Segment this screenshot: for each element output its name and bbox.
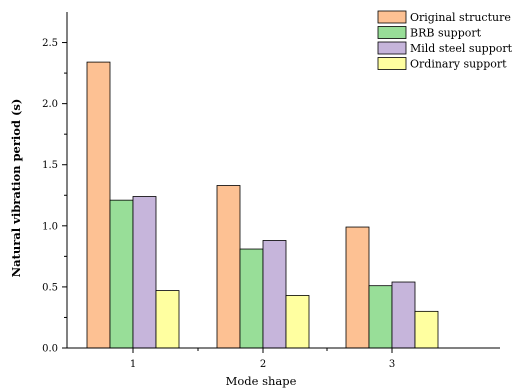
bar-4-3: [414, 310, 439, 349]
axes-layer: [62, 12, 500, 353]
y-axis-title: Natural vibration period (s): [9, 99, 23, 278]
bar-1-2: [216, 185, 241, 349]
legend: Original structure BRB support Mild steel …: [377, 10, 513, 71]
legend-swatch-2: [377, 26, 407, 39]
bars-layer: [86, 61, 439, 349]
y-tick-label: 0.5: [42, 282, 58, 293]
legend-label: Ordinary support: [410, 58, 507, 71]
labels-layer: 0.0 0.5 1.0 1.5 2.0 2.5 1 2 3 Mode shape Natural v…: [9, 38, 395, 388]
y-tick-label: 2.5: [42, 38, 58, 49]
legend-label: Mild steel support: [410, 42, 513, 55]
bar-1-1: [86, 61, 111, 349]
x-tick-label: 2: [260, 359, 266, 370]
x-tick-label: 3: [389, 359, 395, 370]
x-tick-label: 1: [130, 359, 136, 370]
y-tick-label: 1.5: [42, 160, 58, 171]
legend-label: BRB support: [410, 27, 482, 40]
bar-2-3: [368, 285, 393, 349]
legend-swatch-4: [377, 57, 407, 70]
legend-swatch-3: [377, 41, 407, 55]
legend-label: Original structure: [410, 11, 511, 24]
bar-3-3: [391, 281, 416, 349]
y-tick-label: 1.0: [42, 221, 58, 232]
y-tick-label: 2.0: [42, 99, 58, 110]
bar-1-3: [345, 226, 370, 349]
y-tick-label: 0.0: [42, 344, 58, 355]
bar-2-1: [109, 199, 134, 349]
legend-swatch-1: [377, 10, 407, 24]
bar-3-1: [132, 196, 157, 349]
x-axis-title: Mode shape: [226, 374, 297, 388]
bar-4-2: [285, 295, 310, 349]
bar-2-2: [239, 248, 264, 349]
bar-3-2: [262, 240, 287, 349]
bar-4-1: [155, 290, 180, 349]
